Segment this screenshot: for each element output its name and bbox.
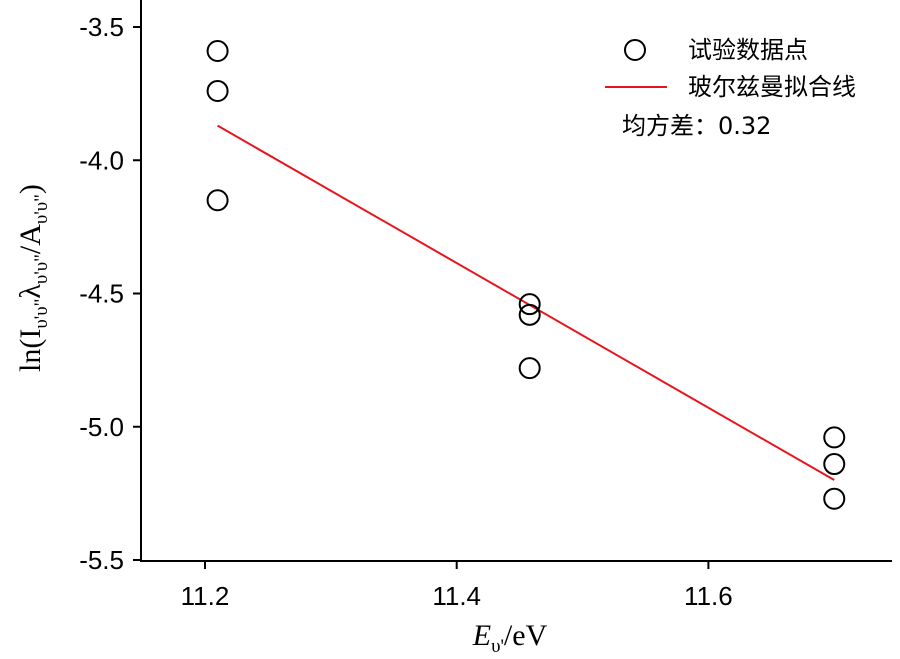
y-tick-label: -4.0 <box>79 145 124 175</box>
rmse-annotation: 均方差：0.32 <box>622 112 771 140</box>
y-tick-label: -5.5 <box>79 545 124 575</box>
data-point <box>206 79 229 102</box>
y-axis-title-sub3: υ'υ" <box>31 194 52 224</box>
x-axis-title: Eυ'/eV <box>472 619 548 657</box>
fit-line <box>217 124 835 481</box>
y-axis-title-part2: λ <box>14 284 47 299</box>
y-axis-title-sub1: υ'υ" <box>31 299 52 329</box>
y-axis-title-part1: ln(I <box>14 329 47 372</box>
x-axis-title-unit: /eV <box>504 619 548 652</box>
y-tick-label: -3.5 <box>79 12 124 42</box>
y-axis-title-sub2: υ'υ" <box>31 254 52 284</box>
data-point <box>206 39 229 62</box>
fit-line-layer <box>217 124 835 481</box>
y-tick-label: -5.0 <box>79 412 124 442</box>
legend: 试验数据点 玻尔兹曼拟合线 均方差：0.32 <box>605 36 856 140</box>
axes <box>140 0 892 562</box>
data-point <box>518 303 541 326</box>
data-point <box>518 357 541 380</box>
x-tick-label: 11.4 <box>432 581 481 611</box>
data-point <box>823 426 846 449</box>
data-point <box>823 453 846 476</box>
x-tick-label: 11.2 <box>181 581 230 611</box>
x-ticks: 11.2 11.4 11.6 <box>181 561 733 611</box>
legend-label-fit-line: 玻尔兹曼拟合线 <box>688 73 856 101</box>
x-axis-title-symbol: E <box>472 619 491 652</box>
y-axis-title-part3: /A <box>14 224 47 254</box>
legend-label-points: 试验数据点 <box>688 36 808 64</box>
y-axis-title: ln(Iυ'υ"λυ'υ"/Aυ'υ") <box>14 184 52 372</box>
data-points-layer <box>206 39 846 510</box>
y-ticks: -3.5 -4.0 -4.5 -5.0 -5.5 <box>79 12 141 575</box>
data-point <box>823 487 846 510</box>
data-point <box>206 189 229 212</box>
x-axis-title-subscript: υ' <box>491 636 504 657</box>
legend-marker-points <box>624 39 646 61</box>
y-tick-label: -4.5 <box>79 279 124 309</box>
y-axis-title-part4: ) <box>14 184 47 194</box>
x-tick-label: 11.6 <box>684 581 733 611</box>
data-point <box>518 293 541 316</box>
